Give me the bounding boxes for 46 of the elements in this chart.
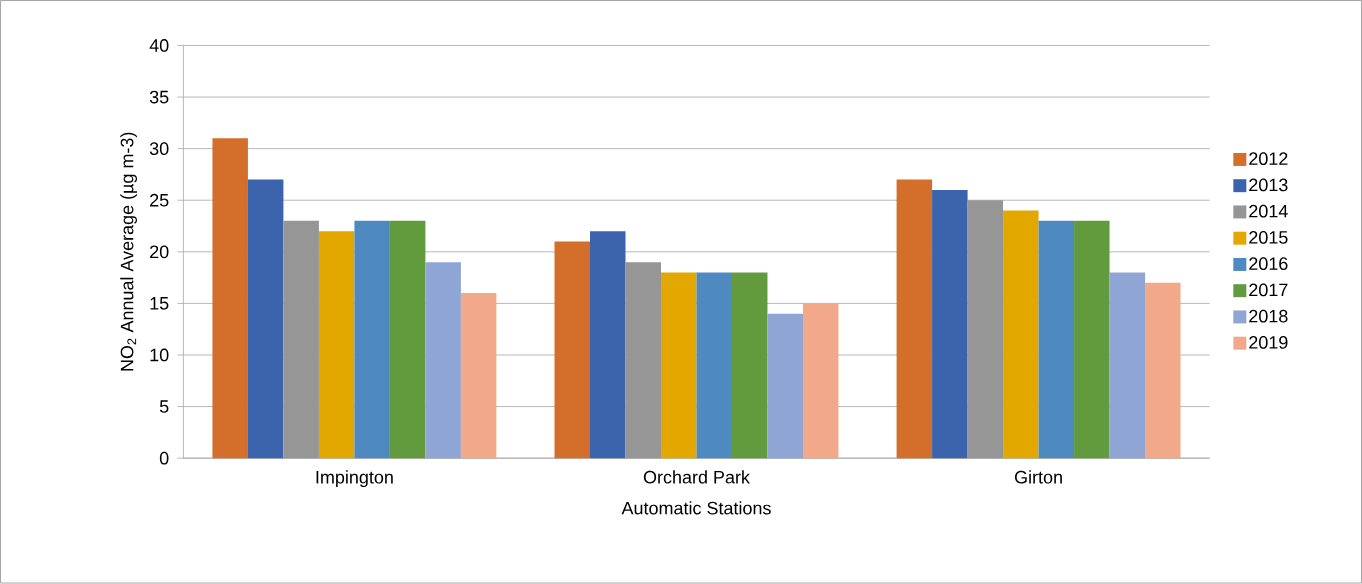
bar: [590, 231, 626, 459]
bar: [247, 179, 284, 459]
bar: [967, 200, 1004, 459]
bar: [661, 272, 697, 459]
bar: [932, 190, 968, 459]
legend-label: 2013: [1249, 178, 1288, 192]
y-tick-label: 30: [149, 142, 169, 156]
bar: [1074, 221, 1110, 459]
x-tick-label: Orchard Park: [643, 470, 750, 484]
bar: [212, 138, 248, 459]
legend-label: 2016: [1249, 257, 1288, 271]
x-tick-label: Impington: [316, 470, 393, 488]
bar: [554, 241, 591, 459]
x-axis-title: Automatic Stations: [621, 501, 771, 515]
bar: [1038, 221, 1075, 459]
bar: [1109, 272, 1146, 459]
bar: [802, 303, 839, 459]
bar: [389, 221, 426, 459]
legend-label: 2017: [1249, 283, 1288, 297]
bar: [767, 313, 803, 459]
bar: [354, 221, 390, 459]
y-tick-label: 0: [159, 452, 169, 465]
x-tick-label: Girton: [1014, 470, 1062, 484]
y-tick-label: 25: [150, 194, 169, 207]
y-tick-label: 15: [150, 297, 169, 310]
y-tick-label: 5: [159, 400, 169, 414]
bar: [625, 262, 661, 459]
bar: [696, 272, 732, 459]
legend-label: 2019: [1249, 336, 1288, 350]
bar: [460, 293, 497, 459]
y-tick-label: 35: [149, 90, 169, 104]
bar: [425, 262, 461, 459]
y-axis-title: NO$_{2}$ Annual Average (µg m-3): [120, 132, 137, 371]
legend-label: 2018: [1249, 310, 1288, 323]
bar: [1145, 282, 1181, 459]
y-tick-label: 10: [150, 348, 169, 362]
y-tick-label: 40: [149, 39, 169, 53]
bar: [731, 272, 768, 459]
bar: [1003, 210, 1039, 459]
legend-label: 2014: [1249, 205, 1288, 218]
bar: [283, 221, 319, 459]
y-tick-label: 20: [150, 245, 169, 259]
bar: [896, 179, 933, 459]
legend-label: 2012: [1249, 152, 1288, 166]
legend-label: 2015: [1249, 231, 1288, 245]
bar: [318, 231, 355, 459]
